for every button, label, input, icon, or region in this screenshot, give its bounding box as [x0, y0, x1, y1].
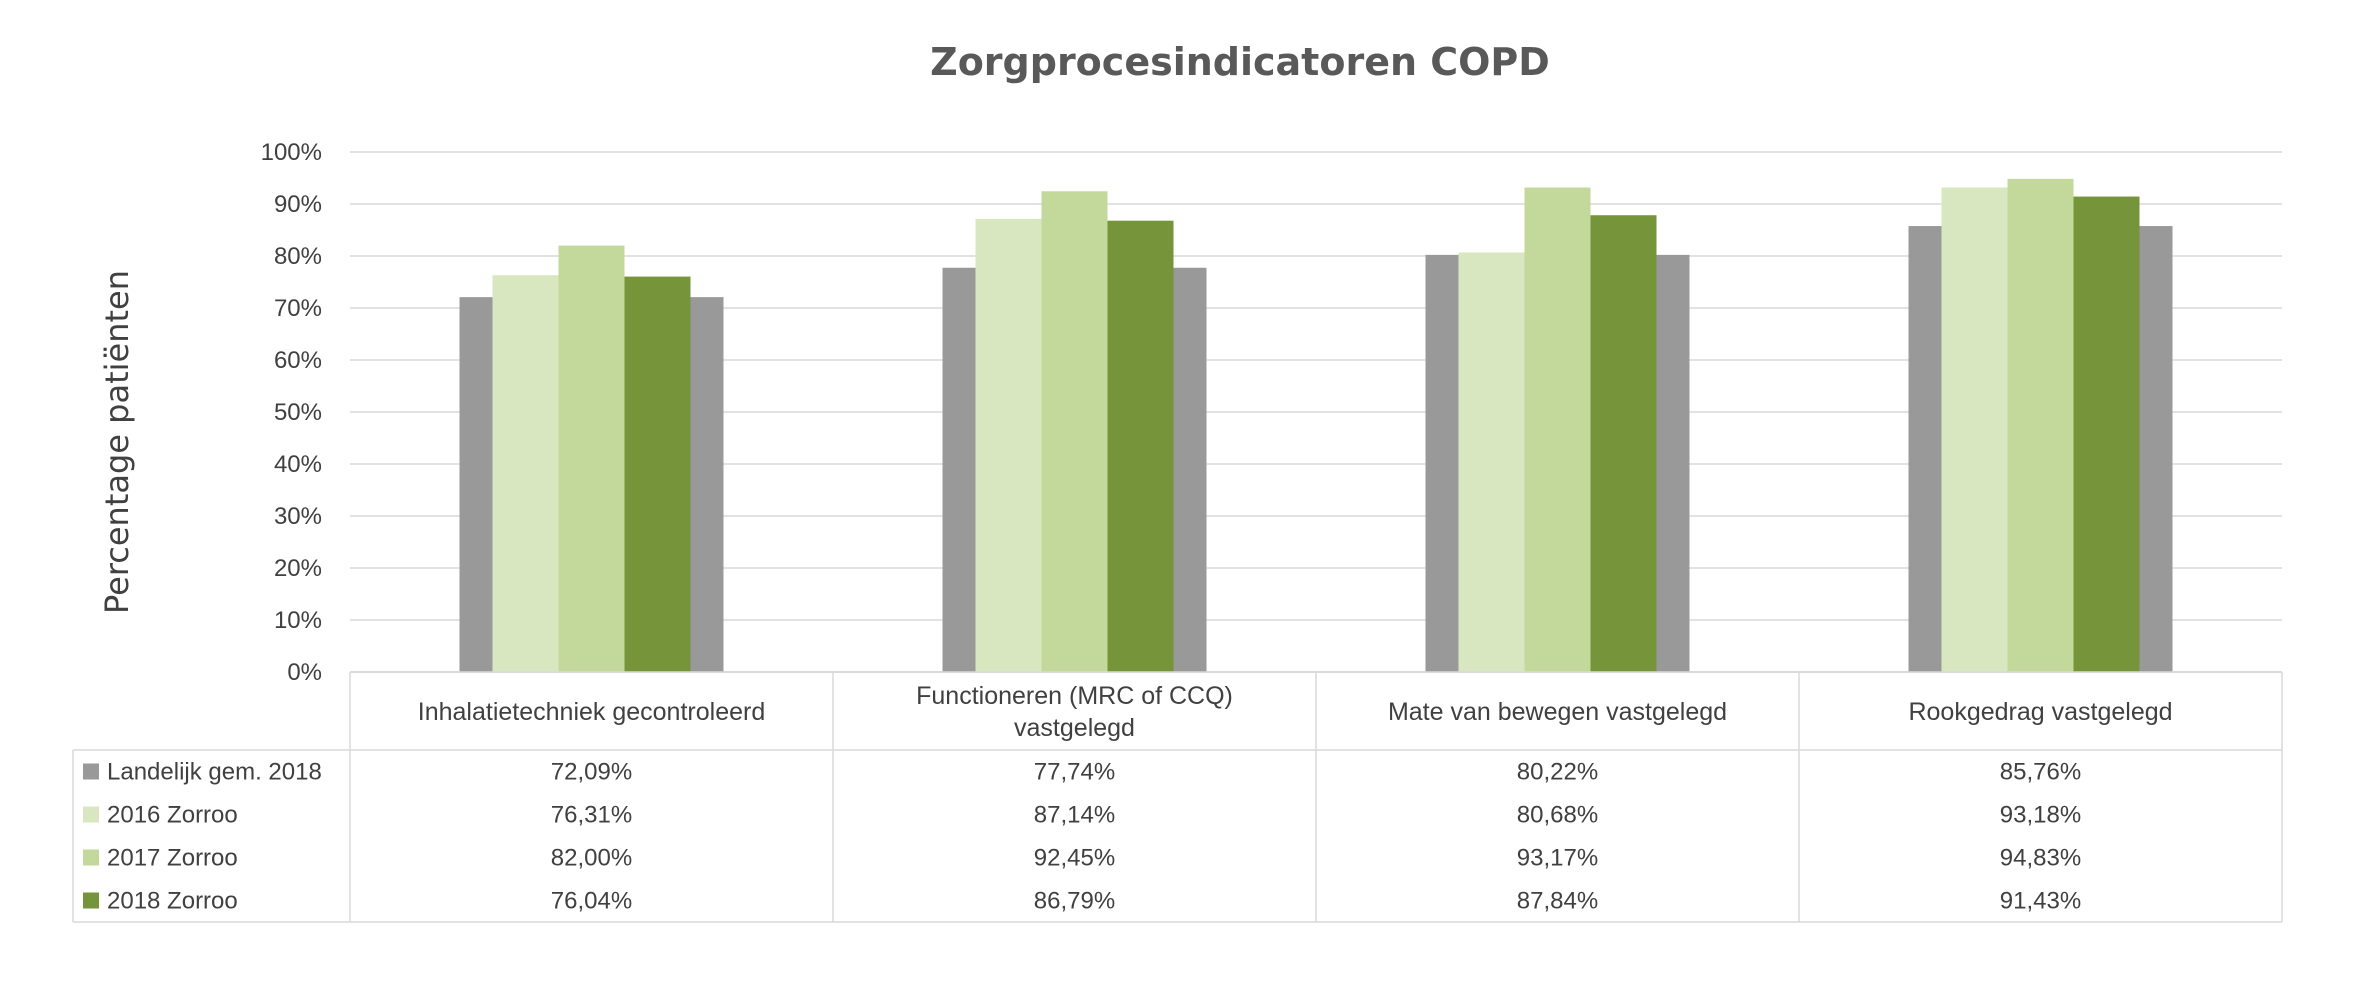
table-value: 82,00%: [551, 845, 632, 872]
y-tick-label: 90%: [274, 191, 322, 218]
table-value: 80,68%: [1517, 802, 1598, 829]
table-value: 80,22%: [1517, 759, 1598, 786]
bar-2017-zorroo: [1041, 191, 1108, 672]
bar-2018-zorroo: [1107, 220, 1174, 672]
legend-label: Landelijk gem. 2018: [107, 759, 322, 786]
bar-2017-zorroo: [2007, 178, 2074, 672]
table-value: 87,14%: [1034, 802, 1115, 829]
bar-2018-zorroo: [2073, 196, 2140, 672]
table-value: 76,04%: [551, 888, 632, 915]
table-value: 76,31%: [551, 802, 632, 829]
bar-2017-zorroo: [558, 245, 625, 672]
bar-2016-zorroo: [1458, 252, 1525, 673]
legend-key: [83, 806, 99, 823]
table-value: 72,09%: [551, 759, 632, 786]
data-table: Inhalatietechniek gecontroleerd Functione…: [72, 671, 2283, 923]
category-label: Rookgedrag vastgelegd: [1908, 698, 2172, 726]
category-label: Inhalatietechniek gecontroleerd: [418, 698, 765, 726]
y-tick-label: 80%: [274, 243, 322, 270]
category-label: vastgelegd: [1014, 714, 1135, 742]
y-tick-label: 0%: [287, 659, 322, 686]
y-tick-label: 20%: [274, 555, 322, 582]
table-value: 77,74%: [1034, 759, 1115, 786]
category-label: Functioneren (MRC of CCQ): [916, 682, 1233, 710]
y-tick-label: 60%: [274, 347, 322, 374]
table-value: 85,76%: [2000, 759, 2081, 786]
table-value: 94,83%: [2000, 845, 2081, 872]
table-value: 91,43%: [2000, 888, 2081, 915]
bar-2018-zorroo: [1590, 215, 1657, 672]
table-value: 93,17%: [1517, 845, 1598, 872]
bars: [459, 178, 2173, 673]
bar-2016-zorroo: [1941, 187, 2008, 673]
y-axis-ticks: 0% 10% 20% 30% 40% 50% 60% 70% 80% 90% 100%: [261, 139, 322, 686]
legend-label: 2016 Zorroo: [107, 802, 238, 829]
y-axis-label: Percentage patiënten: [98, 270, 136, 614]
y-tick-label: 100%: [261, 139, 322, 166]
y-tick-label: 50%: [274, 399, 322, 426]
bar-2017-zorroo: [1524, 187, 1591, 673]
legend-key: [83, 763, 99, 780]
legend-label: 2018 Zorroo: [107, 888, 238, 915]
table-value: 93,18%: [2000, 802, 2081, 829]
bar-2016-zorroo: [975, 218, 1042, 672]
chart-title: Zorgprocesindicatoren COPD: [930, 40, 1550, 84]
y-tick-label: 10%: [274, 607, 322, 634]
legend-key: [83, 892, 99, 909]
y-tick-label: 70%: [274, 295, 322, 322]
table-value: 86,79%: [1034, 888, 1115, 915]
table-value: 92,45%: [1034, 845, 1115, 872]
legend-label: 2017 Zorroo: [107, 845, 238, 872]
category-label: Mate van bewegen vastgelegd: [1388, 698, 1727, 726]
y-tick-label: 30%: [274, 503, 322, 530]
table-value: 87,84%: [1517, 888, 1598, 915]
legend-key: [83, 849, 99, 866]
y-tick-label: 40%: [274, 451, 322, 478]
bar-2018-zorroo: [624, 276, 691, 672]
bar-2016-zorroo: [492, 275, 559, 672]
